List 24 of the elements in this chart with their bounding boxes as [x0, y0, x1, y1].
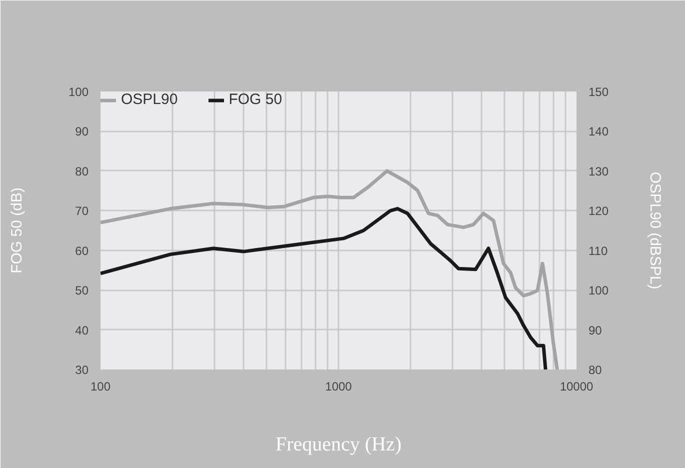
y2-tick-label: 100 — [588, 284, 609, 298]
y2-tick-label: 130 — [588, 164, 609, 178]
y-tick-label: 70 — [75, 204, 89, 218]
x-tick-label: 1000 — [325, 380, 352, 394]
y-tick-label: 50 — [75, 284, 89, 298]
y-tick-label: 100 — [68, 85, 89, 99]
y-tick-label: 60 — [75, 244, 89, 258]
y2-tick-label: 150 — [588, 85, 609, 99]
legend-label: FOG 50 — [228, 91, 282, 108]
y2-tick-label: 110 — [588, 244, 608, 258]
y2-tick-label: 90 — [588, 323, 602, 338]
y-tick-label: 80 — [75, 164, 89, 178]
y2-tick-label: 80 — [588, 363, 602, 377]
y2-tick-label: 140 — [588, 124, 609, 139]
y-tick-label: 90 — [75, 124, 89, 139]
y2-axis-title: OSPL90 (dBSPL) — [646, 172, 664, 290]
y-axis-title: FOG 50 (dB) — [8, 188, 26, 274]
legend-label: OSPL90 — [121, 91, 178, 108]
x-tick-label: 10000 — [560, 380, 594, 394]
y2-tick-label: 120 — [588, 204, 609, 218]
x-tick-label: 100 — [90, 380, 111, 394]
y-tick-label: 30 — [75, 363, 89, 377]
x-axis-title: Frequency (Hz) — [275, 434, 402, 456]
y-tick-label: 40 — [75, 323, 89, 338]
